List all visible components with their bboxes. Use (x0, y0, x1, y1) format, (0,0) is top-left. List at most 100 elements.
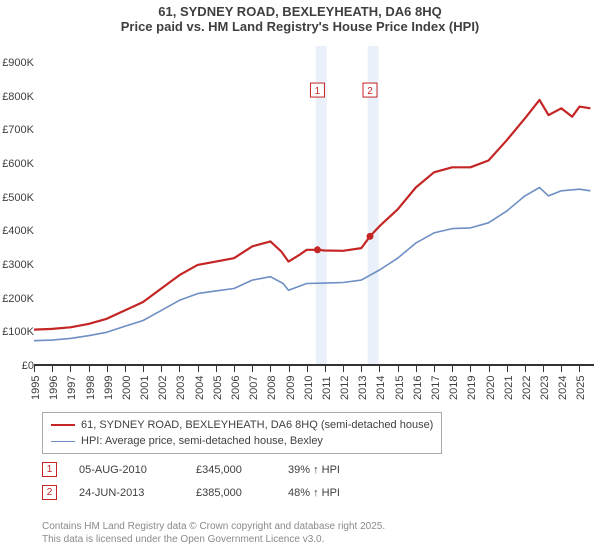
sale-row-pct: 39% ↑ HPI (288, 464, 340, 476)
series-price_paid (34, 100, 590, 330)
x-tick-label: 2018 (448, 376, 460, 400)
x-tick (489, 366, 490, 372)
x-tick-label: 1997 (66, 376, 78, 400)
x-tick-label: 2012 (339, 376, 351, 400)
plot-svg: 12 (34, 46, 594, 366)
chart-title-block: 61, SYDNEY ROAD, BEXLEYHEATH, DA6 8HQ Pr… (0, 0, 600, 36)
y-tick-label: £500K (2, 192, 34, 204)
x-tick (561, 366, 562, 372)
sale-point (314, 246, 321, 253)
x-tick-label: 2006 (230, 376, 242, 400)
x-tick (161, 366, 162, 372)
footer-attribution: Contains HM Land Registry data © Crown c… (42, 520, 385, 546)
x-tick (89, 366, 90, 372)
legend-swatch (51, 441, 75, 442)
x-tick (216, 366, 217, 372)
x-tick (270, 366, 271, 372)
y-tick-label: £100K (2, 326, 34, 338)
x-tick-label: 2015 (394, 376, 406, 400)
x-tick-label: 2001 (139, 376, 151, 400)
x-tick-label: 2002 (157, 376, 169, 400)
x-tick (434, 366, 435, 372)
legend-row: 61, SYDNEY ROAD, BEXLEYHEATH, DA6 8HQ (s… (51, 417, 433, 433)
sale-row-date: 24-JUN-2013 (79, 487, 174, 499)
x-tick-label: 2024 (557, 376, 569, 400)
sale-row: 1 05-AUG-2010 £345,000 39% ↑ HPI (42, 458, 340, 481)
legend-label: 61, SYDNEY ROAD, BEXLEYHEATH, DA6 8HQ (s… (81, 419, 433, 431)
x-tick (507, 366, 508, 372)
x-tick (143, 366, 144, 372)
x-axis-ticks: 1995199619971998199920002001200220032004… (34, 366, 594, 406)
x-tick-label: 2023 (539, 376, 551, 400)
y-tick-label: £0 (22, 360, 34, 372)
sale-point (367, 233, 374, 240)
x-tick (379, 366, 380, 372)
x-tick (179, 366, 180, 372)
x-tick-label: 2009 (285, 376, 297, 400)
sale-marker-label: 2 (367, 86, 373, 97)
x-tick-label: 2014 (375, 376, 387, 400)
sales-table: 1 05-AUG-2010 £345,000 39% ↑ HPI 2 24-JUN-201… (42, 458, 340, 504)
x-tick (543, 366, 544, 372)
x-tick-label: 2020 (485, 376, 497, 400)
x-tick (452, 366, 453, 372)
x-tick (125, 366, 126, 372)
x-tick (343, 366, 344, 372)
legend-swatch (51, 424, 75, 426)
x-tick (107, 366, 108, 372)
x-tick-label: 2021 (503, 376, 515, 400)
x-tick (34, 366, 35, 372)
x-tick-label: 2010 (303, 376, 315, 400)
sale-row-price: £385,000 (196, 487, 266, 499)
x-tick (325, 366, 326, 372)
chart-area: £0£100K£200K£300K£400K£500K£600K£700K£80… (0, 46, 594, 366)
x-tick-label: 1998 (85, 376, 97, 400)
x-tick-label: 2011 (321, 376, 333, 400)
chart-title-line2: Price paid vs. HM Land Registry's House … (0, 19, 600, 34)
x-tick (198, 366, 199, 372)
x-tick-label: 2013 (357, 376, 369, 400)
x-tick (398, 366, 399, 372)
y-tick-label: £400K (2, 225, 34, 237)
sale-row-marker: 2 (42, 485, 57, 500)
x-tick (525, 366, 526, 372)
x-tick-label: 2003 (175, 376, 187, 400)
y-tick-label: £200K (2, 293, 34, 305)
x-tick (361, 366, 362, 372)
x-tick-label: 2000 (121, 376, 133, 400)
x-tick (234, 366, 235, 372)
x-tick-label: 1999 (103, 376, 115, 400)
x-tick (307, 366, 308, 372)
x-tick (289, 366, 290, 372)
sale-row-marker: 1 (42, 462, 57, 477)
sale-row-date: 05-AUG-2010 (79, 464, 174, 476)
legend-row: HPI: Average price, semi-detached house,… (51, 433, 433, 449)
x-tick-label: 2008 (266, 376, 278, 400)
x-tick (416, 366, 417, 372)
y-tick-label: £300K (2, 259, 34, 271)
y-tick-label: £600K (2, 158, 34, 170)
x-tick-label: 1996 (48, 376, 60, 400)
y-tick-label: £800K (2, 91, 34, 103)
x-tick-label: 2019 (466, 376, 478, 400)
sale-marker-label: 1 (315, 86, 321, 97)
x-tick (70, 366, 71, 372)
y-axis: £0£100K£200K£300K£400K£500K£600K£700K£80… (0, 46, 34, 366)
chart-title-line1: 61, SYDNEY ROAD, BEXLEYHEATH, DA6 8HQ (0, 4, 600, 19)
x-tick-label: 2022 (521, 376, 533, 400)
x-tick (252, 366, 253, 372)
x-tick-label: 2017 (430, 376, 442, 400)
sale-row: 2 24-JUN-2013 £385,000 48% ↑ HPI (42, 481, 340, 504)
legend-label: HPI: Average price, semi-detached house,… (81, 435, 323, 447)
x-tick (470, 366, 471, 372)
x-tick-label: 2005 (212, 376, 224, 400)
x-tick-label: 2004 (194, 376, 206, 400)
legend-box: 61, SYDNEY ROAD, BEXLEYHEATH, DA6 8HQ (s… (42, 412, 442, 454)
footer-line2: This data is licensed under the Open Gov… (42, 533, 385, 546)
x-tick-label: 1995 (30, 376, 42, 400)
footer-line1: Contains HM Land Registry data © Crown c… (42, 520, 385, 533)
sale-row-pct: 48% ↑ HPI (288, 487, 340, 499)
y-tick-label: £900K (2, 57, 34, 69)
sale-row-price: £345,000 (196, 464, 266, 476)
x-tick (579, 366, 580, 372)
